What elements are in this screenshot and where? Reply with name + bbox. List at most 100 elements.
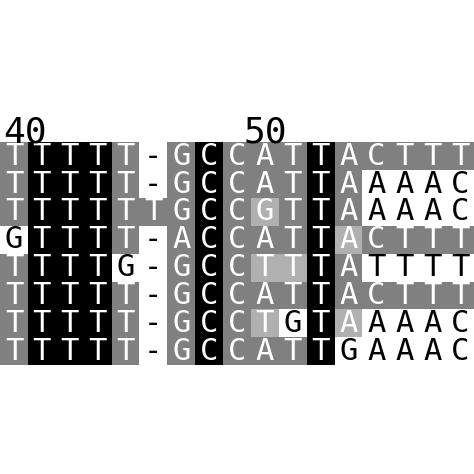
Text: T: T: [311, 253, 330, 282]
Bar: [223, 254, 251, 282]
Bar: [83, 170, 111, 198]
Text: T: T: [395, 225, 413, 254]
Bar: [307, 282, 335, 310]
Bar: [0, 226, 28, 254]
Text: G: G: [172, 170, 191, 199]
Text: T: T: [423, 142, 441, 171]
Text: G: G: [172, 253, 191, 282]
Text: A: A: [367, 197, 386, 227]
Text: T: T: [311, 309, 330, 338]
Text: A: A: [367, 170, 386, 199]
Bar: [279, 198, 307, 226]
Bar: [307, 226, 335, 254]
Bar: [391, 310, 418, 337]
Bar: [279, 337, 307, 365]
Text: A: A: [339, 253, 358, 282]
Bar: [279, 282, 307, 310]
Bar: [0, 142, 28, 170]
Bar: [307, 170, 335, 198]
Text: T: T: [61, 170, 79, 199]
Text: T: T: [144, 197, 163, 227]
Text: T: T: [33, 281, 51, 310]
Text: A: A: [395, 170, 413, 199]
Text: A: A: [339, 225, 358, 254]
Bar: [167, 337, 195, 365]
Bar: [307, 142, 335, 170]
Bar: [418, 170, 446, 198]
Bar: [139, 170, 167, 198]
Bar: [251, 337, 279, 365]
Bar: [139, 142, 167, 170]
Text: T: T: [283, 337, 302, 366]
Bar: [418, 310, 446, 337]
Bar: [111, 226, 139, 254]
Bar: [195, 142, 223, 170]
Bar: [28, 282, 56, 310]
Text: T: T: [88, 197, 107, 227]
Bar: [28, 170, 56, 198]
Bar: [223, 142, 251, 170]
Text: T: T: [33, 170, 51, 199]
Bar: [195, 226, 223, 254]
Text: A: A: [255, 225, 274, 254]
Text: G: G: [116, 253, 135, 282]
Text: T: T: [116, 142, 135, 171]
Text: T: T: [311, 225, 330, 254]
Text: C: C: [200, 225, 219, 254]
Bar: [363, 254, 391, 282]
Bar: [251, 170, 279, 198]
Text: A: A: [339, 281, 358, 310]
Text: T: T: [5, 170, 23, 199]
Bar: [56, 170, 83, 198]
Bar: [335, 282, 363, 310]
Bar: [279, 254, 307, 282]
Bar: [167, 170, 195, 198]
Text: A: A: [339, 142, 358, 171]
Bar: [307, 198, 335, 226]
Bar: [363, 170, 391, 198]
Text: 40: 40: [3, 115, 46, 149]
Bar: [418, 226, 446, 254]
Text: A: A: [395, 337, 413, 366]
Text: C: C: [200, 309, 219, 338]
Bar: [391, 170, 418, 198]
Text: A: A: [255, 170, 274, 199]
Bar: [391, 198, 418, 226]
Text: C: C: [228, 337, 246, 366]
Text: T: T: [61, 253, 79, 282]
Text: T: T: [61, 197, 79, 227]
Bar: [363, 337, 391, 365]
Bar: [167, 282, 195, 310]
Bar: [279, 226, 307, 254]
Text: T: T: [5, 142, 23, 171]
Bar: [363, 142, 391, 170]
Bar: [167, 310, 195, 337]
Text: T: T: [311, 170, 330, 199]
Text: T: T: [5, 281, 23, 310]
Bar: [279, 142, 307, 170]
Text: C: C: [367, 142, 386, 171]
Text: C: C: [228, 197, 246, 227]
Text: T: T: [451, 225, 469, 254]
Bar: [223, 198, 251, 226]
Text: G: G: [172, 197, 191, 227]
Bar: [167, 142, 195, 170]
Text: T: T: [33, 253, 51, 282]
Bar: [83, 282, 111, 310]
Text: T: T: [283, 197, 302, 227]
Text: 50: 50: [243, 115, 287, 149]
Bar: [363, 282, 391, 310]
Bar: [195, 254, 223, 282]
Text: T: T: [116, 170, 135, 199]
Bar: [111, 282, 139, 310]
Bar: [139, 254, 167, 282]
Bar: [279, 170, 307, 198]
Text: T: T: [5, 337, 23, 366]
Bar: [223, 226, 251, 254]
Bar: [167, 226, 195, 254]
Bar: [307, 254, 335, 282]
Bar: [0, 198, 28, 226]
Bar: [0, 170, 28, 198]
Text: A: A: [255, 142, 274, 171]
Bar: [335, 198, 363, 226]
